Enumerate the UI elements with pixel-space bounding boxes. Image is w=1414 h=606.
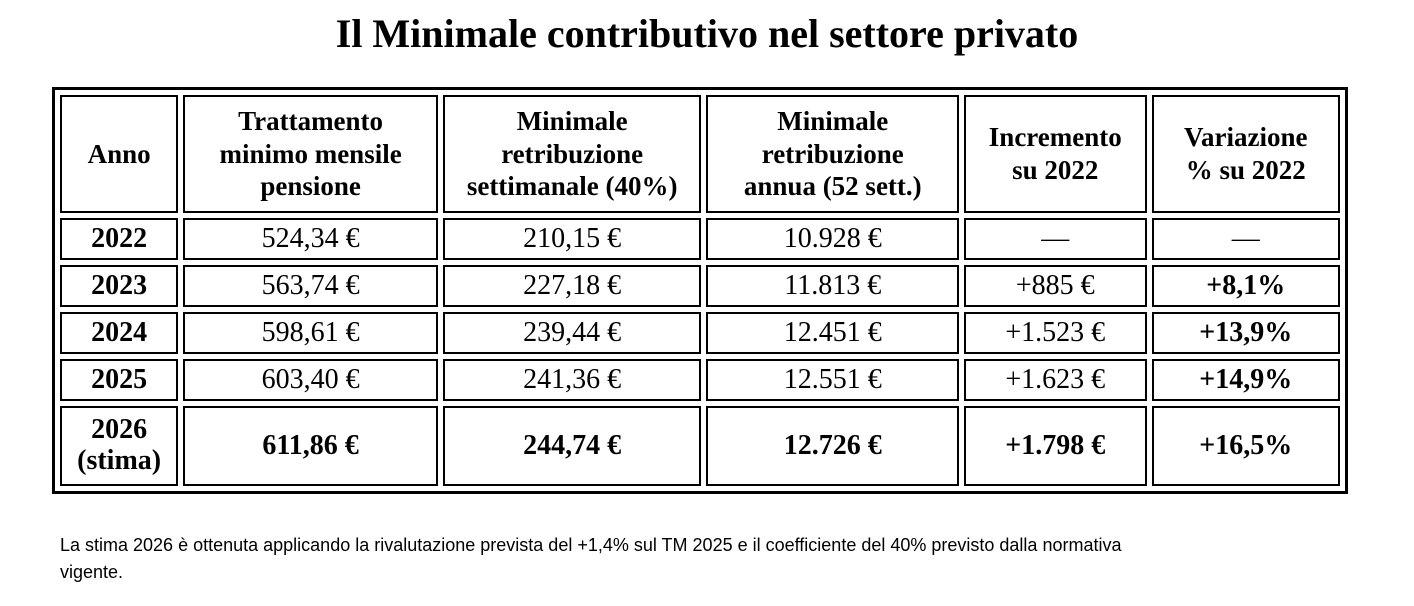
table-row-2023: 2023 563,74 € 227,18 € 11.813 € +885 € +… — [60, 265, 1340, 307]
cell-settimanale: 210,15 € — [442, 218, 702, 260]
cell-anno: 2022 — [60, 218, 179, 260]
cell-trattamento: 524,34 € — [183, 218, 438, 260]
header-row: Anno Trattamento minimo mensile pensione… — [60, 95, 1340, 213]
cell-incremento: +1.523 € — [964, 312, 1147, 354]
col-header-trattamento-minimo: Trattamento minimo mensile pensione — [183, 95, 438, 213]
cell-trattamento: 603,40 € — [183, 359, 438, 401]
cell-annua: 12.551 € — [706, 359, 960, 401]
col-header-anno: Anno — [60, 95, 179, 213]
cell-variazione: — — [1151, 218, 1340, 260]
cell-variazione: +16,5% — [1151, 406, 1340, 486]
cell-annua: 12.451 € — [706, 312, 960, 354]
cell-annua: 11.813 € — [706, 265, 960, 307]
table-row-2025: 2025 603,40 € 241,36 € 12.551 € +1.623 €… — [60, 359, 1340, 401]
cell-settimanale: 227,18 € — [442, 265, 702, 307]
table-row-2022: 2022 524,34 € 210,15 € 10.928 € — — — [60, 218, 1340, 260]
col-header-variazione: Variazione % su 2022 — [1151, 95, 1340, 213]
cell-incremento: +1.623 € — [964, 359, 1147, 401]
col-header-minimale-settimanale: Minimale retribuzione settimanale (40%) — [442, 95, 702, 213]
cell-variazione: +13,9% — [1151, 312, 1340, 354]
cell-incremento: +885 € — [964, 265, 1147, 307]
cell-anno: 2025 — [60, 359, 179, 401]
col-header-minimale-annua: Minimale retribuzione annua (52 sett.) — [706, 95, 960, 213]
cell-incremento: +1.798 € — [964, 406, 1147, 486]
cell-variazione: +8,1% — [1151, 265, 1340, 307]
cell-trattamento: 563,74 € — [183, 265, 438, 307]
cell-anno: 2026 (stima) — [60, 406, 179, 486]
cell-anno: 2023 — [60, 265, 179, 307]
table-row-2024: 2024 598,61 € 239,44 € 12.451 € +1.523 €… — [60, 312, 1340, 354]
cell-settimanale: 244,74 € — [442, 406, 702, 486]
cell-annua: 12.726 € — [706, 406, 960, 486]
page-title: Il Minimale contributivo nel settore pri… — [335, 11, 1079, 56]
cell-incremento: — — [964, 218, 1147, 260]
cell-trattamento: 598,61 € — [183, 312, 438, 354]
cell-trattamento: 611,86 € — [183, 406, 438, 486]
cell-anno: 2024 — [60, 312, 179, 354]
footnote: La stima 2026 è ottenuta applicando la r… — [60, 535, 1122, 582]
col-header-incremento: Incremento su 2022 — [964, 95, 1147, 213]
cell-settimanale: 239,44 € — [442, 312, 702, 354]
cell-variazione: +14,9% — [1151, 359, 1340, 401]
cell-annua: 10.928 € — [706, 218, 960, 260]
cell-settimanale: 241,36 € — [442, 359, 702, 401]
minimale-contributivo-table: Anno Trattamento minimo mensile pensione… — [52, 87, 1348, 494]
page: Il Minimale contributivo nel settore pri… — [0, 10, 1414, 606]
table-row-2026-stima: 2026 (stima) 611,86 € 244,74 € 12.726 € … — [60, 406, 1340, 486]
